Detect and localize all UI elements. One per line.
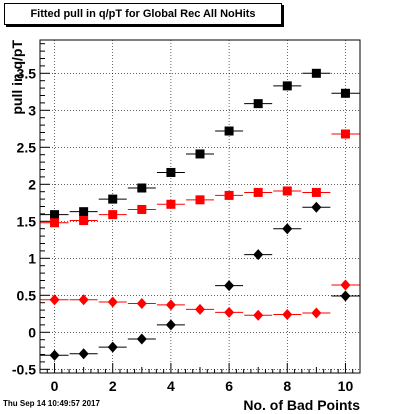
diamond-marker [195, 303, 205, 315]
square-marker [79, 207, 89, 217]
square-marker [108, 194, 118, 204]
diamond-marker [107, 296, 118, 308]
y-tick-label: 3 [28, 102, 36, 118]
diamond-marker [78, 348, 89, 360]
x-tick-label: 0 [51, 378, 59, 394]
timestamp: Thu Sep 14 10:49:57 2017 [3, 399, 100, 408]
square-marker [311, 187, 321, 197]
y-tick-label: 3.5 [17, 65, 37, 81]
x-tick-label: 2 [109, 378, 117, 394]
data-markers [40, 68, 360, 361]
square-marker [108, 210, 118, 220]
series-2 [40, 279, 360, 321]
square-marker [253, 99, 263, 109]
diamond-marker [253, 309, 264, 321]
diamond-marker [78, 294, 89, 306]
square-marker [311, 68, 321, 78]
square-marker [282, 81, 292, 91]
diamond-marker [311, 307, 322, 319]
square-marker [195, 195, 205, 205]
square-marker [224, 126, 234, 136]
axes: 0 2 4 6 8 10 -0.5 0 0.5 1 1.5 2 2.5 3 3.5 [12, 43, 361, 394]
series-0 [40, 68, 360, 220]
diamond-marker [282, 223, 293, 235]
square-marker [253, 187, 263, 197]
diamond-marker [340, 279, 351, 291]
x-tick-label: 10 [338, 378, 354, 394]
square-marker [340, 88, 350, 98]
diamond-marker [224, 280, 235, 292]
square-marker [195, 149, 205, 159]
y-tick-label: 2.5 [17, 139, 37, 155]
square-marker [137, 204, 147, 214]
series-1 [40, 129, 360, 228]
diamond-marker [136, 333, 147, 345]
y-tick-label: 0.5 [17, 287, 37, 303]
y-tick-label: 2 [28, 176, 36, 192]
diamond-marker [340, 290, 351, 302]
diamond-marker [224, 306, 235, 318]
diamond-marker [311, 201, 322, 213]
square-marker [166, 167, 176, 177]
diamond-marker [136, 297, 147, 309]
chart-title: Fitted pull in q/pT for Global Rec All N… [4, 3, 282, 25]
diamond-marker [49, 294, 60, 306]
square-marker [79, 216, 89, 226]
diamond-marker [282, 309, 293, 321]
square-marker [137, 183, 147, 193]
x-axis-label: No. of Bad Points [243, 397, 360, 413]
square-marker [50, 210, 60, 220]
diamond-marker [253, 249, 264, 261]
y-tick-label: 1 [28, 250, 36, 266]
x-tick-label: 4 [167, 378, 175, 394]
diamond-marker [107, 341, 118, 353]
y-axis-label: pull in q/pT [9, 40, 25, 115]
x-tick-label: 8 [283, 378, 291, 394]
y-tick-label: 0 [28, 324, 36, 340]
square-marker [224, 190, 234, 200]
square-marker [50, 218, 60, 228]
square-marker [166, 199, 176, 209]
square-marker [282, 186, 292, 196]
series-3 [40, 201, 360, 361]
square-marker [340, 129, 350, 139]
grid-lines [40, 40, 360, 373]
diamond-marker [165, 319, 176, 331]
x-tick-label: 6 [225, 378, 233, 394]
plot-frame [39, 39, 361, 374]
y-tick-label: 1.5 [17, 213, 37, 229]
y-tick-label: -0.5 [12, 361, 36, 377]
diamond-marker [49, 349, 60, 361]
diamond-marker [165, 299, 176, 311]
